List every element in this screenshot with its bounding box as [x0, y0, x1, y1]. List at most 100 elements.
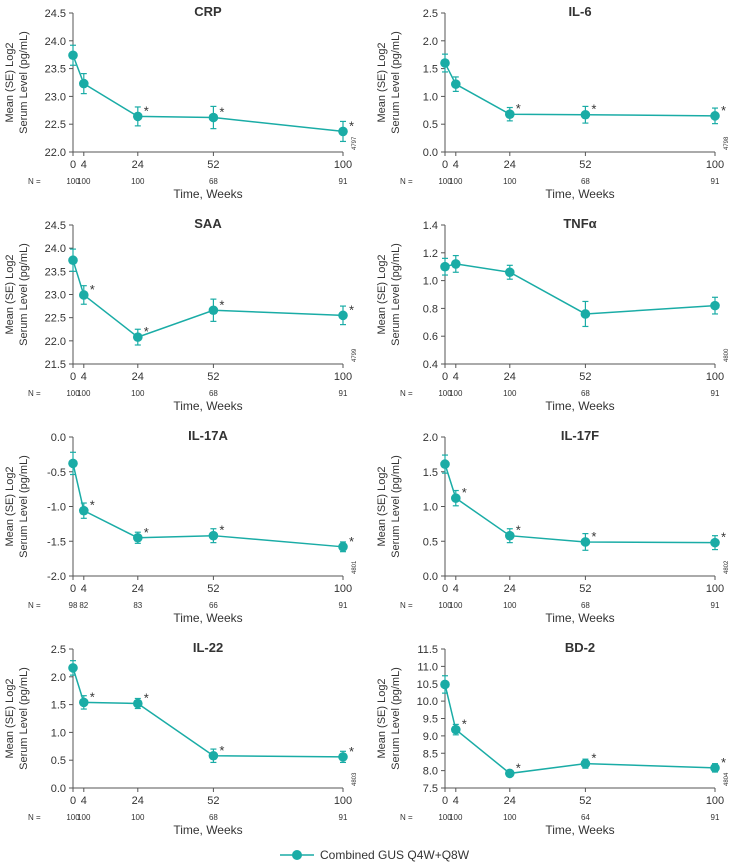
- data-point: [79, 78, 89, 89]
- x-tick-label: 0: [442, 371, 448, 383]
- figure-code: 4802: [724, 560, 730, 574]
- y-axis-label: Mean (SE) Log2 Serum Level (pg/mL): [376, 455, 402, 558]
- chart-title: SAA: [194, 216, 222, 231]
- x-tick-label: 0: [70, 583, 76, 595]
- y-tick-label: 0.0: [51, 432, 66, 444]
- chart-panel-5: IL-17A -2.0 -1.5 -1.0 -0.5 0.0 Mean (SE) Log2 S…: [4, 428, 358, 625]
- data-point: [338, 542, 348, 552]
- y-tick-label: 0.5: [423, 536, 438, 548]
- y-axis-label: Mean (SE) Log2 Serum Level (pg/mL): [376, 667, 402, 770]
- n-value: 100: [131, 813, 145, 822]
- significance-marker: *: [721, 755, 726, 770]
- data-point: [505, 530, 515, 541]
- chart-panel-7: IL-22 0.0 0.5 1.0 1.5 2.0 2.5 Mean (SE) Log2 Ser…: [4, 640, 358, 837]
- x-tick-label: 24: [504, 371, 516, 383]
- y-tick-label: 0.4: [423, 359, 438, 371]
- series-line: [444, 684, 716, 775]
- n-value: 100: [77, 813, 91, 822]
- y-tick-label: 8.0: [423, 766, 438, 778]
- n-value: 91: [711, 177, 720, 186]
- data-point: [79, 697, 89, 708]
- data-point: [580, 109, 591, 120]
- significance-marker: *: [516, 523, 521, 538]
- figure-code: 4804: [724, 772, 730, 786]
- x-tick-label: 24: [504, 159, 516, 171]
- data-point: [68, 663, 78, 673]
- data-point: [440, 58, 450, 68]
- n-value: 91: [339, 177, 348, 186]
- significance-marker: *: [219, 297, 224, 312]
- data-point: [580, 309, 591, 319]
- y-tick-label: 8.5: [423, 748, 438, 760]
- y-axis-label-line: Mean (SE) Log2: [4, 254, 16, 334]
- y-tick-label: 22.0: [45, 336, 66, 348]
- n-value: 98: [69, 601, 78, 610]
- x-tick-label: 4: [453, 795, 459, 807]
- n-value: 100: [438, 177, 452, 186]
- x-tick-label: 52: [207, 371, 219, 383]
- n-value: 91: [339, 813, 348, 822]
- chart-title: IL-17A: [188, 428, 228, 443]
- x-axis-label: Time, Weeks: [173, 823, 242, 837]
- significance-marker: *: [90, 689, 95, 704]
- n-value: 100: [503, 601, 517, 610]
- chart-panel-3: SAA 21.5 22.0 22.5 23.0 23.5 24.0 24.5 Mean (SE)…: [4, 216, 358, 413]
- n-value: 91: [339, 601, 348, 610]
- significance-marker: *: [144, 690, 149, 705]
- x-tick-label: 0: [70, 795, 76, 807]
- n-row-label: N =: [28, 389, 41, 398]
- y-axis-label-line: Mean (SE) Log2: [376, 254, 388, 334]
- data-point: [208, 750, 219, 761]
- y-axis-label: Mean (SE) Log2 Serum Level (pg/mL): [4, 31, 30, 134]
- significance-marker: *: [219, 523, 224, 538]
- y-tick-label: 11.5: [417, 644, 438, 656]
- x-tick-label: 0: [442, 795, 448, 807]
- x-tick-label: 0: [70, 159, 76, 171]
- chart-panels: CRP 22.0 22.5 23.0 23.5 24.0 24.5 Mean (SE) Log…: [4, 4, 730, 837]
- y-tick-label: 22.5: [45, 313, 66, 325]
- y-tick-label: 0.6: [423, 331, 438, 343]
- x-tick-label: 4: [81, 371, 87, 383]
- data-point: [338, 752, 348, 762]
- n-row-label: N =: [28, 177, 41, 186]
- n-row-label: N =: [400, 813, 413, 822]
- data-point: [580, 758, 591, 769]
- n-value: 100: [131, 389, 145, 398]
- y-tick-label: 0.0: [423, 147, 438, 159]
- y-tick-label: 1.0: [423, 502, 438, 514]
- y-axis-label-line: Mean (SE) Log2: [376, 42, 388, 122]
- x-tick-label: 52: [579, 583, 591, 595]
- x-tick-label: 4: [81, 159, 87, 171]
- x-tick-label: 4: [453, 371, 459, 383]
- figure-code: 4799: [352, 348, 358, 362]
- n-value: 100: [503, 813, 517, 822]
- y-tick-label: 24.0: [45, 243, 66, 255]
- y-axis-label-line: Mean (SE) Log2: [4, 678, 16, 758]
- x-tick-label: 24: [132, 795, 144, 807]
- significance-marker: *: [90, 282, 95, 297]
- n-value: 100: [438, 601, 452, 610]
- data-point: [208, 305, 219, 316]
- chart-panel-4: TNFα 0.4 0.6 0.8 1.0 1.2 1.4 Mean (SE) Log2 Seru…: [376, 216, 730, 413]
- x-tick-label: 100: [334, 795, 352, 807]
- legend-marker: [292, 850, 302, 860]
- y-tick-label: 1.5: [423, 64, 438, 76]
- y-tick-label: 23.5: [45, 64, 66, 76]
- y-axis-label: Mean (SE) Log2 Serum Level (pg/mL): [4, 243, 30, 346]
- chart-panel-1: CRP 22.0 22.5 23.0 23.5 24.0 24.5 Mean (SE) Log…: [4, 4, 358, 201]
- chart-panel-2: IL-6 0.0 0.5 1.0 1.5 2.0 2.5 Mean (SE) Log2 Seru…: [376, 4, 730, 201]
- data-point: [338, 310, 348, 321]
- significance-marker: *: [349, 118, 354, 133]
- x-axis-label: Time, Weeks: [173, 399, 242, 413]
- y-axis-label-line: Mean (SE) Log2: [4, 466, 16, 546]
- series-line: [72, 54, 344, 133]
- data-point: [440, 261, 450, 272]
- n-value: 68: [581, 601, 590, 610]
- significance-marker: *: [591, 751, 596, 766]
- y-tick-label: 10.0: [417, 696, 438, 708]
- y-tick-label: 22.5: [45, 119, 66, 131]
- significance-marker: *: [144, 525, 149, 540]
- data-point: [451, 79, 461, 89]
- y-tick-label: 1.2: [423, 248, 438, 260]
- n-value: 100: [449, 813, 463, 822]
